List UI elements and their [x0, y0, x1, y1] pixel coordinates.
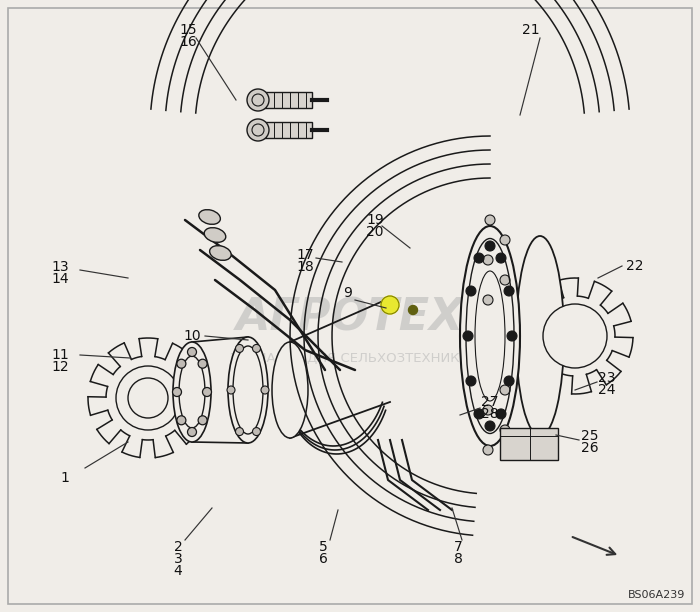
Circle shape: [253, 345, 260, 353]
Circle shape: [198, 359, 207, 368]
Circle shape: [172, 387, 181, 397]
Ellipse shape: [199, 210, 220, 225]
Circle shape: [198, 416, 207, 425]
Ellipse shape: [272, 342, 308, 438]
Text: 5: 5: [318, 540, 328, 554]
Circle shape: [177, 416, 186, 425]
Text: 21: 21: [522, 23, 540, 37]
Circle shape: [247, 119, 269, 141]
Ellipse shape: [228, 337, 268, 443]
Circle shape: [483, 255, 493, 265]
Circle shape: [500, 425, 510, 435]
Circle shape: [116, 366, 180, 430]
Text: 4: 4: [174, 564, 183, 578]
Circle shape: [466, 286, 476, 296]
Text: ЗАПЧАСТИ ДЛЯ СЕЛЬХОЗТЕХНИКИ: ЗАПЧАСТИ ДЛЯ СЕЛЬХОЗТЕХНИКИ: [230, 351, 470, 365]
Circle shape: [247, 89, 269, 111]
Circle shape: [485, 421, 495, 431]
Bar: [260, 92, 312, 108]
Circle shape: [188, 428, 197, 436]
Text: 20: 20: [366, 225, 384, 239]
Text: АГРОТЕХ: АГРОТЕХ: [236, 296, 464, 340]
Text: 8: 8: [454, 552, 463, 566]
Ellipse shape: [209, 245, 231, 260]
Text: 19: 19: [366, 213, 384, 227]
Text: 1: 1: [61, 471, 69, 485]
Text: 13: 13: [51, 260, 69, 274]
Circle shape: [253, 428, 260, 436]
Text: 2: 2: [174, 540, 183, 554]
Text: BS06A239: BS06A239: [628, 590, 685, 600]
Circle shape: [504, 286, 514, 296]
Circle shape: [496, 409, 506, 419]
Circle shape: [235, 428, 244, 436]
Text: 17: 17: [296, 248, 314, 262]
Text: 15: 15: [179, 23, 197, 37]
Circle shape: [474, 253, 484, 263]
Bar: [500, 428, 558, 460]
Circle shape: [261, 386, 269, 394]
Circle shape: [485, 241, 495, 251]
Circle shape: [235, 345, 244, 353]
Circle shape: [463, 331, 473, 341]
Ellipse shape: [516, 236, 564, 436]
Circle shape: [504, 376, 514, 386]
Bar: [260, 122, 312, 138]
Circle shape: [202, 387, 211, 397]
Text: 3: 3: [174, 552, 183, 566]
Text: 24: 24: [598, 383, 616, 397]
Circle shape: [500, 275, 510, 285]
Text: 16: 16: [179, 35, 197, 49]
Circle shape: [500, 385, 510, 395]
Ellipse shape: [460, 226, 520, 446]
Text: 14: 14: [51, 272, 69, 286]
Circle shape: [485, 215, 495, 225]
Circle shape: [409, 305, 417, 315]
Circle shape: [128, 378, 168, 418]
Circle shape: [483, 295, 493, 305]
Circle shape: [177, 359, 186, 368]
Circle shape: [496, 253, 506, 263]
Ellipse shape: [204, 228, 226, 242]
Circle shape: [188, 348, 197, 357]
Text: 18: 18: [296, 260, 314, 274]
Circle shape: [543, 304, 607, 368]
Text: 26: 26: [581, 441, 598, 455]
Circle shape: [381, 296, 399, 314]
Text: 7: 7: [454, 540, 463, 554]
Circle shape: [500, 235, 510, 245]
Circle shape: [483, 405, 493, 415]
Text: 12: 12: [51, 360, 69, 374]
Circle shape: [227, 386, 235, 394]
Text: 27: 27: [482, 395, 498, 409]
Text: 25: 25: [581, 429, 598, 443]
Text: 28: 28: [481, 407, 499, 421]
Text: 22: 22: [626, 259, 644, 273]
Text: 9: 9: [344, 286, 352, 300]
Text: 11: 11: [51, 348, 69, 362]
Text: 10: 10: [183, 329, 201, 343]
Circle shape: [474, 409, 484, 419]
Text: 23: 23: [598, 371, 616, 385]
Text: 6: 6: [318, 552, 328, 566]
Circle shape: [507, 331, 517, 341]
Circle shape: [483, 445, 493, 455]
Ellipse shape: [173, 342, 211, 442]
Circle shape: [466, 376, 476, 386]
